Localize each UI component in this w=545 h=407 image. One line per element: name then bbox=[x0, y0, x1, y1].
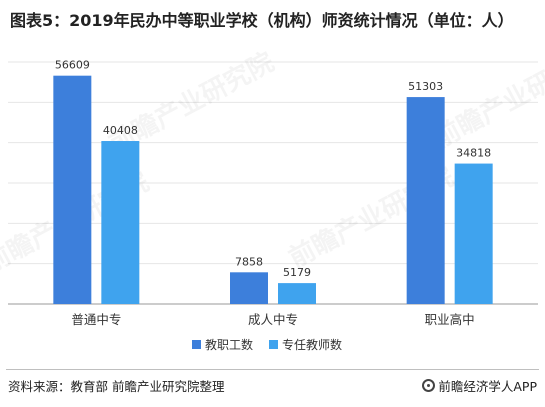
bar bbox=[53, 75, 92, 304]
legend-swatch bbox=[192, 340, 201, 349]
category-tick-label: 职业高中 bbox=[425, 312, 475, 327]
category-tick-label: 普通中专 bbox=[71, 312, 121, 327]
bar bbox=[406, 97, 445, 304]
category-tick-label: 成人中专 bbox=[248, 312, 298, 327]
legend-label: 专任教师数 bbox=[282, 337, 342, 352]
brand-label: 前瞻经济学人APP bbox=[422, 376, 537, 395]
chart-title: 图表5：2019年民办中等职业学校（机构）师资统计情况（单位：人） bbox=[10, 11, 514, 30]
data-label: 5179 bbox=[283, 266, 311, 279]
data-label: 56609 bbox=[55, 59, 90, 72]
bar bbox=[454, 163, 493, 304]
bar bbox=[278, 283, 316, 304]
data-label: 34818 bbox=[456, 147, 491, 160]
bar bbox=[101, 141, 140, 304]
data-label: 7858 bbox=[235, 255, 263, 268]
brand-text: 前瞻经济学人APP bbox=[438, 379, 537, 394]
chart-area: 前瞻产业研究院前瞻产业研究院前瞻产业研究院前瞻产业研究院5660940408普通… bbox=[0, 38, 545, 368]
data-label: 40408 bbox=[103, 124, 138, 137]
legend-label: 教职工数 bbox=[205, 337, 253, 352]
bar bbox=[230, 272, 268, 304]
source-note: 资料来源：教育部 前瞻产业研究院整理 bbox=[8, 379, 225, 394]
brand-logo-icon bbox=[422, 379, 436, 392]
footer-divider bbox=[6, 369, 539, 370]
legend-swatch bbox=[269, 340, 278, 349]
watermark-text: 前瞻产业研究院 bbox=[429, 41, 545, 154]
data-label: 51303 bbox=[408, 80, 443, 93]
bar-chart: 前瞻产业研究院前瞻产业研究院前瞻产业研究院前瞻产业研究院5660940408普通… bbox=[0, 41, 545, 352]
